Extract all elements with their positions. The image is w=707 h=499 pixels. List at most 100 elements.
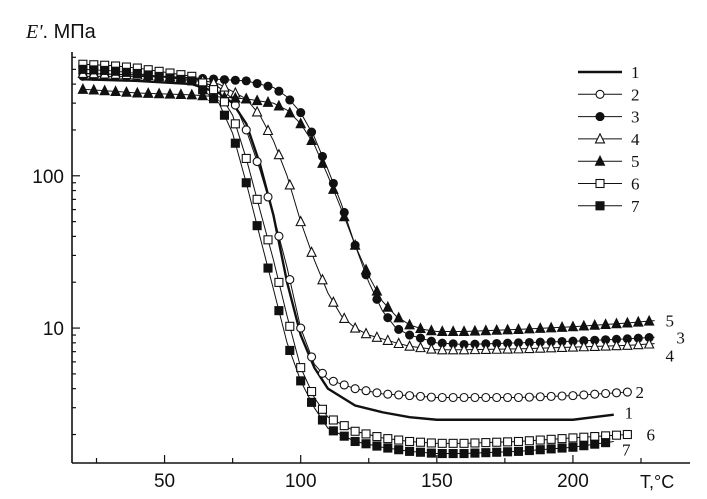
data-point bbox=[405, 446, 415, 456]
data-point bbox=[131, 86, 143, 98]
data-point bbox=[415, 341, 426, 353]
data-point bbox=[77, 83, 89, 94]
data-point bbox=[405, 330, 415, 340]
data-point bbox=[317, 273, 328, 285]
data-point bbox=[578, 340, 590, 352]
data-point bbox=[470, 392, 480, 403]
data-point bbox=[611, 339, 622, 351]
data-point bbox=[579, 441, 589, 451]
data-point bbox=[383, 389, 393, 399]
y-axis-label: E'. МПа bbox=[25, 21, 97, 43]
data-point bbox=[535, 445, 545, 455]
y-ticks: 10 100 bbox=[32, 56, 80, 436]
data-point bbox=[295, 117, 307, 129]
data-point bbox=[327, 183, 339, 194]
data-point bbox=[568, 391, 578, 401]
data-point bbox=[415, 447, 426, 457]
series-7 bbox=[78, 64, 614, 459]
data-point bbox=[361, 439, 371, 449]
data-point bbox=[643, 314, 655, 326]
data-point bbox=[404, 318, 415, 330]
data-point bbox=[491, 343, 503, 354]
data-point bbox=[546, 444, 556, 454]
data-point bbox=[263, 81, 273, 91]
data-point bbox=[349, 321, 361, 333]
data-point bbox=[339, 421, 349, 431]
legend-marker bbox=[595, 178, 605, 189]
legend-item-2: 2 bbox=[578, 85, 640, 104]
data-point bbox=[153, 87, 165, 99]
legend-label: 7 bbox=[631, 197, 640, 216]
series-5 bbox=[77, 83, 655, 337]
data-point bbox=[296, 376, 306, 386]
data-point bbox=[328, 415, 338, 425]
x-ticks: 50 100 150 200 bbox=[95, 455, 642, 492]
data-point bbox=[535, 392, 545, 402]
data-point bbox=[296, 108, 306, 118]
data-point bbox=[589, 340, 601, 351]
series-3 bbox=[78, 71, 655, 350]
data-point bbox=[622, 387, 632, 397]
data-point bbox=[121, 85, 132, 97]
series-end-label-6: 6 bbox=[646, 426, 655, 445]
legend-marker bbox=[595, 112, 605, 122]
data-point bbox=[601, 388, 611, 399]
data-point bbox=[262, 124, 274, 136]
data-point bbox=[100, 65, 110, 75]
data-point bbox=[89, 65, 99, 75]
data-point bbox=[415, 437, 426, 447]
data-point bbox=[360, 327, 372, 339]
legend-label: 4 bbox=[631, 130, 640, 149]
data-point bbox=[480, 343, 492, 354]
data-point bbox=[492, 437, 502, 447]
data-point bbox=[546, 391, 556, 401]
data-point bbox=[448, 438, 458, 448]
data-point bbox=[621, 339, 633, 350]
data-point bbox=[382, 300, 394, 312]
data-point bbox=[426, 448, 436, 458]
data-point bbox=[383, 443, 393, 453]
data-point bbox=[405, 436, 415, 447]
data-point bbox=[99, 84, 111, 96]
data-point bbox=[578, 319, 590, 331]
series-line-1 bbox=[82, 78, 614, 421]
data-point bbox=[241, 153, 251, 163]
data-point bbox=[394, 390, 404, 400]
data-point bbox=[590, 389, 600, 399]
data-point bbox=[513, 342, 524, 354]
data-point bbox=[503, 447, 513, 457]
data-point bbox=[317, 157, 328, 168]
data-point bbox=[567, 340, 579, 352]
data-point bbox=[132, 68, 142, 78]
series-line-4 bbox=[82, 72, 655, 351]
data-point bbox=[110, 85, 121, 97]
data-point bbox=[350, 384, 360, 394]
data-point bbox=[197, 89, 209, 101]
data-point bbox=[306, 246, 317, 257]
data-point bbox=[524, 436, 534, 446]
data-point bbox=[360, 263, 372, 275]
data-point bbox=[426, 392, 436, 402]
x-tick-label: 200 bbox=[557, 471, 589, 492]
data-point bbox=[317, 415, 328, 425]
data-point bbox=[328, 376, 338, 386]
data-point bbox=[372, 441, 382, 451]
data-point bbox=[589, 319, 601, 330]
legend-label: 6 bbox=[631, 175, 640, 194]
data-point bbox=[567, 320, 579, 332]
data-point bbox=[557, 443, 567, 453]
data-point bbox=[437, 392, 447, 403]
data-point bbox=[503, 437, 513, 447]
legend-item-3: 3 bbox=[578, 108, 640, 127]
data-point bbox=[405, 391, 415, 401]
series-4 bbox=[77, 67, 655, 355]
data-point bbox=[371, 331, 383, 342]
data-point bbox=[491, 323, 503, 335]
data-point bbox=[503, 392, 513, 403]
data-point bbox=[241, 178, 251, 188]
data-point bbox=[274, 277, 284, 287]
legend-marker bbox=[594, 132, 606, 144]
data-point bbox=[425, 342, 437, 354]
series-1 bbox=[82, 78, 614, 421]
